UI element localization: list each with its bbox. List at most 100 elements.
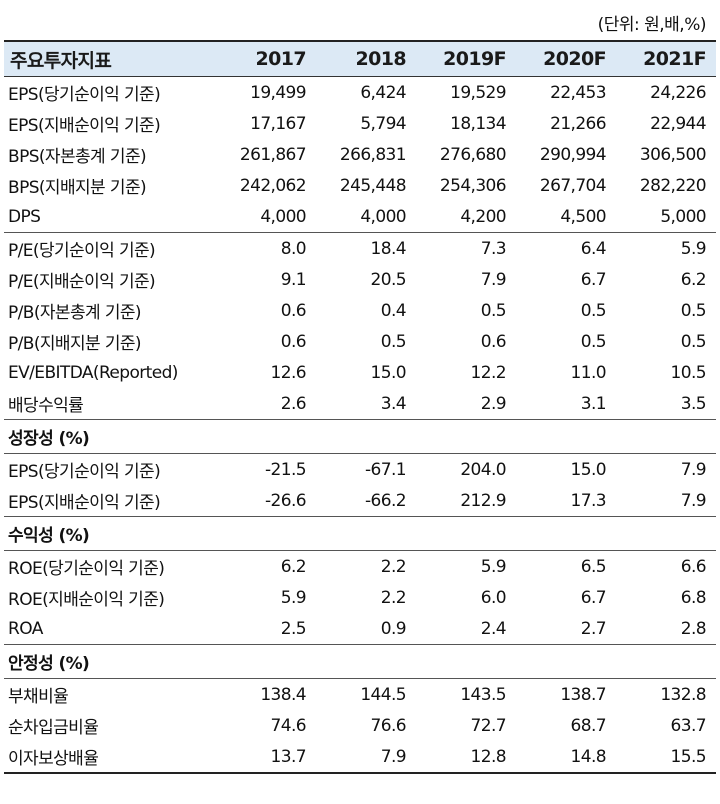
cell-value: 6.7 [580,587,607,608]
cell-value: 0.5 [480,300,507,321]
cell-value: 6.7 [580,269,607,290]
cell-value: -66.2 [365,490,407,511]
cell-value: 7.9 [680,459,707,480]
cell-value: 22,944 [650,113,706,134]
cell-value: -21.5 [265,459,307,480]
cell-value: 138.7 [560,684,606,705]
cell-value: 7.3 [416,232,516,264]
cell-value: 204.0 [460,459,506,480]
row-label: ROE(당기순이익 기준) [8,559,165,579]
section-title: 안정성 (%) [4,644,716,679]
cell-value: -26.6 [265,490,307,511]
cell-value: 0.5 [580,300,607,321]
cell-value: 6,424 [360,82,406,103]
cell-value: 0.9 [380,618,407,639]
table-row: ROA 2.5 0.9 2.4 2.7 2.8 [4,613,716,645]
row-label: EV/EBITDA(Reported) [8,362,178,383]
row-label: ROE(지배순이익 기준) [8,590,165,610]
cell-value: 5.9 [280,587,307,608]
cell-value: 2.6 [280,393,307,414]
year-header: 2018 [316,40,416,77]
cell-value: 276,680 [439,144,507,165]
row-label: 배당수익률 [8,396,84,416]
row-label: EPS(지배순이익 기준) [8,116,161,136]
cell-value: 138.4 [260,684,306,705]
cell-value: 143.5 [460,684,506,705]
cell-value: 3.5 [680,393,707,414]
year-header: 2021F [616,40,716,77]
cell-value: 19,499 [250,82,306,103]
cell-value: -67.1 [365,459,407,480]
header-row: 주요투자지표 2017 2018 2019F 2020F 2021F [4,40,716,77]
cell-value: 306,500 [639,144,707,165]
cell-value: 15.0 [370,362,407,383]
row-label: BPS(자본총계 기준) [8,147,147,167]
row-label: P/E(당기순이익 기준) [4,232,216,264]
table-row: 배당수익률 2.6 3.4 2.9 3.1 3.5 [4,388,716,420]
section-header-row: 수익성 (%) [4,516,716,551]
cell-value: 242,062 [239,175,307,196]
cell-value: 76.6 [370,715,407,736]
cell-value: 6.0 [480,587,507,608]
cell-value: 5.9 [616,232,716,264]
row-label: P/B(자본총계 기준) [8,303,142,323]
cell-value: 10.5 [670,362,707,383]
cell-value: 12.2 [470,362,507,383]
cell-value: 18.4 [316,232,416,264]
cell-value: 290,994 [539,144,607,165]
cell-value: 0.5 [680,331,707,352]
row-label: DPS [8,206,41,227]
row-label: EPS(당기순이익 기준) [8,462,161,482]
cell-value: 6.4 [516,232,616,264]
row-label: EPS(당기순이익 기준) [8,85,161,105]
row-label: P/B(지배지분 기준) [8,334,142,354]
table-row: P/E(당기순이익 기준) 8.0 18.4 7.3 6.4 5.9 [4,232,716,264]
table-row: ROE(당기순이익 기준) 6.2 2.2 5.9 6.5 6.6 [4,551,716,583]
cell-value: 5.9 [480,556,507,577]
section-header-row: 안정성 (%) [4,644,716,679]
cell-value: 0.5 [680,300,707,321]
cell-value: 68.7 [570,715,607,736]
cell-value: 19,529 [450,82,506,103]
cell-value: 63.7 [670,715,707,736]
table-row: ROE(지배순이익 기준) 5.9 2.2 6.0 6.7 6.8 [4,582,716,613]
table-row: EV/EBITDA(Reported) 12.6 15.0 12.2 11.0 10.5 [4,357,716,388]
cell-value: 9.1 [280,269,307,290]
cell-value: 6.5 [580,556,607,577]
cell-value: 11.0 [570,362,607,383]
cell-value: 144.5 [360,684,406,705]
cell-value: 7.9 [680,490,707,511]
section-title: 수익성 (%) [4,516,716,551]
cell-value: 2.8 [680,618,707,639]
table-row: DPS 4,000 4,000 4,200 4,500 5,000 [4,201,716,233]
cell-value: 266,831 [339,144,407,165]
row-label: EPS(지배순이익 기준) [8,493,161,513]
table-row: P/E(지배순이익 기준) 9.1 20.5 7.9 6.7 6.2 [4,264,716,295]
cell-value: 4,200 [460,206,506,227]
cell-value: 21,266 [550,113,606,134]
cell-value: 12.6 [270,362,307,383]
cell-value: 0.6 [280,331,307,352]
cell-value: 6.2 [280,556,307,577]
cell-value: 2.9 [480,393,507,414]
cell-value: 6.2 [680,269,707,290]
cell-value: 245,448 [339,175,407,196]
cell-value: 8.0 [216,232,316,264]
cell-value: 4,000 [360,206,406,227]
cell-value: 72.7 [470,715,507,736]
cell-value: 6.6 [680,556,707,577]
unit-note: (단위: 원,배,%) [597,15,707,35]
cell-value: 0.6 [280,300,307,321]
cell-value: 4,000 [260,206,306,227]
cell-value: 6.8 [680,587,707,608]
cell-value: 0.4 [380,300,407,321]
table-row: BPS(자본총계 기준) 261,867 266,831 276,680 290,994… [4,139,716,170]
cell-value: 261,867 [239,144,307,165]
cell-value: 15.5 [616,741,716,774]
cell-value: 4,500 [560,206,606,227]
row-label: 순차입금비율 [8,718,99,738]
table-row: 순차입금비율 74.6 76.6 72.7 68.7 63.7 [4,710,716,741]
cell-value: 282,220 [639,175,707,196]
cell-value: 254,306 [439,175,507,196]
